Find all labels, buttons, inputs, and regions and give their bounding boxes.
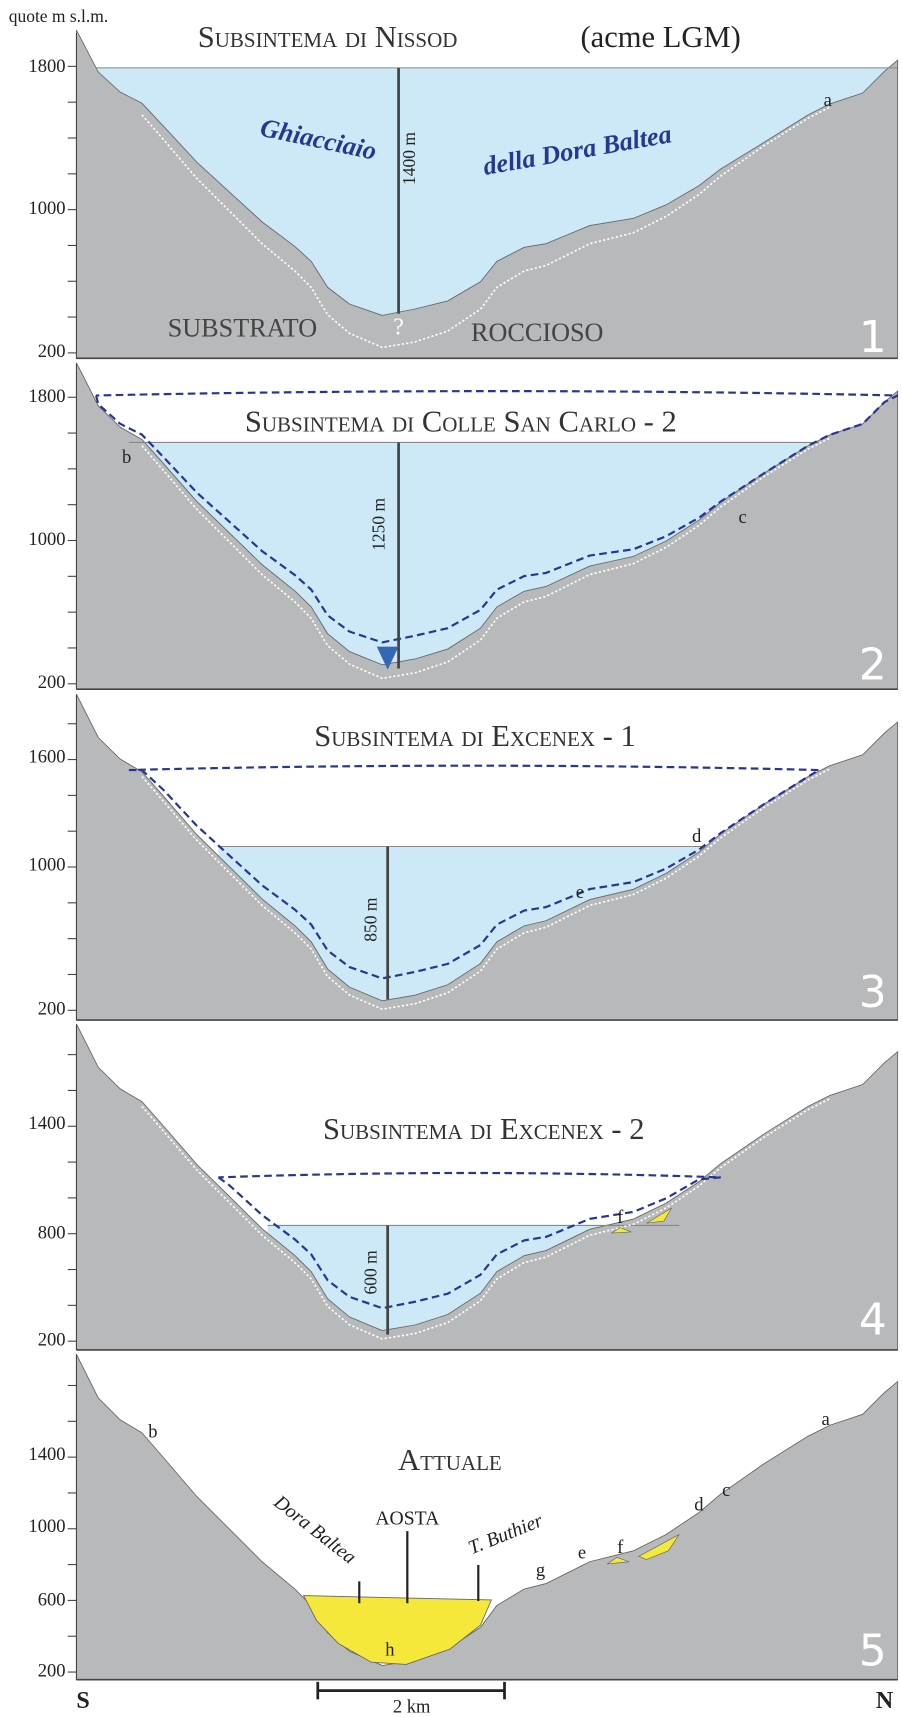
tick-label: 1400 xyxy=(28,1444,65,1465)
point-label: h xyxy=(385,1640,395,1661)
panel-number: 1 xyxy=(859,312,887,363)
point-label: a xyxy=(821,1409,829,1430)
torrent-label: T. Buthier xyxy=(465,1509,546,1559)
bedrock-label: ROCCIOSO xyxy=(471,318,603,347)
tick-label: 200 xyxy=(38,672,66,693)
point-label: f xyxy=(617,1207,624,1228)
river-label: Dora Baltea xyxy=(269,1490,360,1568)
south-label: S xyxy=(76,1688,89,1714)
panel-number: 3 xyxy=(859,967,887,1018)
tick-label: 1000 xyxy=(28,198,65,219)
tick-label: 200 xyxy=(38,1660,66,1681)
thickness-label: 1400 m xyxy=(399,132,419,185)
bedrock-label: SUBSTRATO xyxy=(168,314,317,343)
panel-title: Attuale xyxy=(398,1443,502,1477)
point-label: f xyxy=(617,1537,624,1558)
panel-number: 4 xyxy=(859,1295,887,1346)
point-label: c xyxy=(722,1480,730,1501)
tick-label: 1600 xyxy=(28,746,65,767)
panel-number: 5 xyxy=(859,1625,887,1676)
tick-label: 200 xyxy=(38,999,66,1020)
point-label: a xyxy=(824,90,832,111)
tick-label: 1400 xyxy=(28,1113,65,1134)
panel-subtitle: (acme LGM) xyxy=(580,20,740,54)
thickness-label: 850 m xyxy=(361,897,381,942)
panel-title: Subsintema di Colle San Carlo - 2 xyxy=(245,405,677,439)
panel-number: 2 xyxy=(859,639,887,690)
axis-label: quote m s.l.m. xyxy=(9,6,108,26)
panel-title: Subsintema di Excenex - 1 xyxy=(314,719,636,753)
point-label: e xyxy=(578,1542,586,1563)
tick-label: 1000 xyxy=(28,529,65,550)
north-label: N xyxy=(876,1688,894,1714)
terrain xyxy=(76,1024,897,1350)
city-label: AOSTA xyxy=(375,1508,440,1530)
figure: quote m s.l.m. Subsintema di Nissod (acm… xyxy=(0,0,902,1717)
tick-label: 1800 xyxy=(28,386,65,407)
question-mark: ? xyxy=(393,314,404,340)
tick-label: 1000 xyxy=(28,854,65,875)
point-label: c xyxy=(738,507,746,528)
point-label: e xyxy=(576,882,584,903)
tick-label: 200 xyxy=(38,1329,66,1350)
terrain xyxy=(76,1354,897,1679)
point-label: b xyxy=(148,1421,157,1442)
panel-title: Subsintema di Excenex - 2 xyxy=(323,1112,645,1146)
tick-label: 600 xyxy=(38,1589,66,1610)
point-label: b xyxy=(122,447,131,468)
panel-title: Subsintema di Nissod xyxy=(198,20,458,54)
thickness-label: 1250 m xyxy=(368,497,388,550)
point-label: d xyxy=(692,826,702,847)
tick-label: 800 xyxy=(38,1222,66,1243)
point-label: g xyxy=(536,1560,545,1581)
thickness-label: 600 m xyxy=(361,1250,381,1295)
scale-label: 2 km xyxy=(393,1696,431,1717)
tick-label: 1800 xyxy=(28,56,65,77)
point-label: d xyxy=(694,1494,704,1515)
tick-label: 1000 xyxy=(28,1516,65,1537)
tick-label: 200 xyxy=(38,341,66,362)
